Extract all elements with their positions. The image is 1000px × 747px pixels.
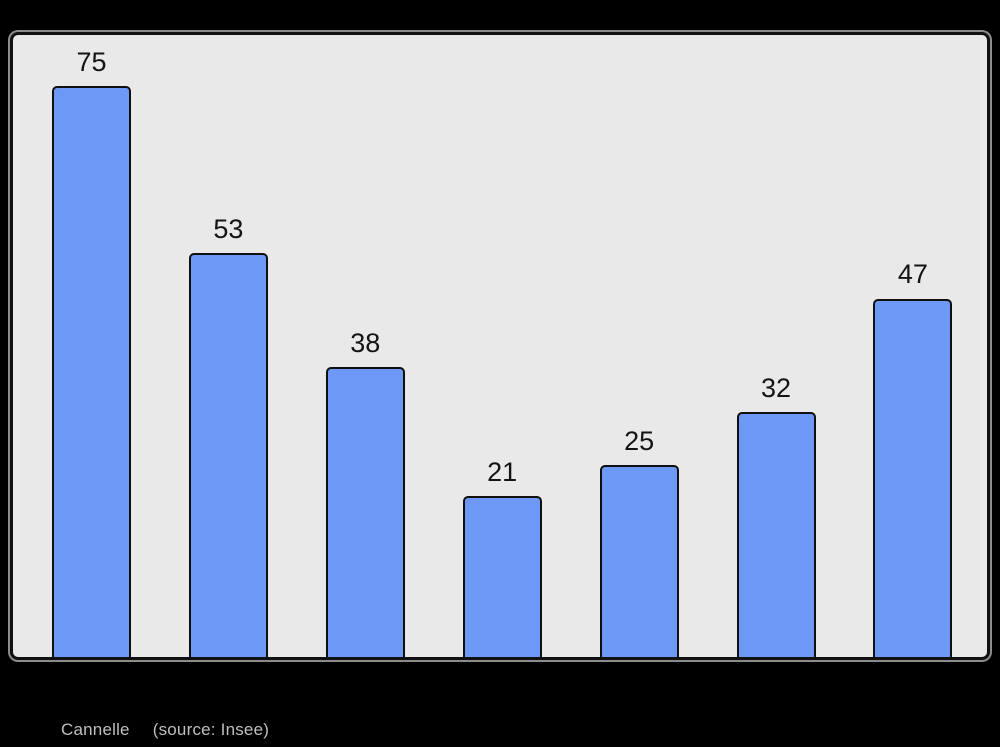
caption-title: Cannelle (61, 720, 130, 739)
bar-group: 32 (716, 373, 836, 657)
caption: Cannelle (source: Insee) (61, 719, 269, 741)
bar-value-label: 32 (760, 373, 792, 404)
bar-value-label: 38 (350, 327, 381, 358)
bar (52, 86, 131, 657)
bar-group: 75 (32, 47, 152, 657)
bar (599, 465, 679, 657)
bar-group: 25 (579, 426, 699, 657)
bar (873, 298, 953, 657)
bar (188, 252, 268, 657)
chart-plot-area: 75 53 38 21 25 32 47 (10, 32, 990, 660)
bar-group: 21 (442, 457, 562, 657)
bar (462, 495, 542, 657)
bar-group: 38 (305, 328, 425, 657)
bar-value-label: 21 (487, 456, 518, 487)
bar-value-label: 47 (897, 259, 928, 290)
bar-value-label: 25 (624, 426, 655, 457)
bar (736, 412, 816, 657)
caption-source: (source: Insee) (152, 720, 270, 739)
bar (325, 366, 405, 657)
bar-group: 47 (853, 259, 973, 657)
bar-value-label: 53 (213, 213, 244, 244)
bar-value-label: 75 (76, 47, 107, 78)
bar-group: 53 (168, 214, 288, 657)
